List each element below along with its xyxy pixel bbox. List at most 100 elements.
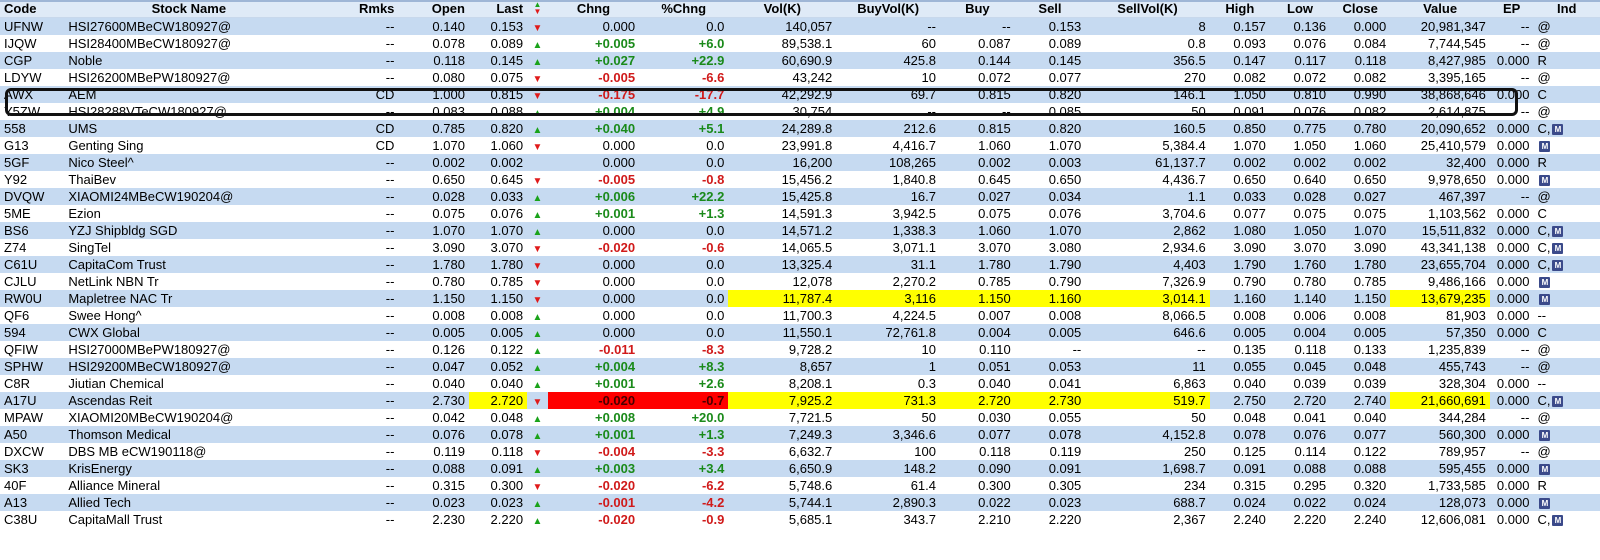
cell-name[interactable]: HSI28288VTeCW180927@ [64,103,314,120]
col-trend[interactable]: ▲ ▼ [527,0,548,18]
table-row[interactable]: 5GF Nico Steel^ -- 0.002 0.002 0.000 0.0 16,200… [0,154,1600,171]
cell-code[interactable]: AWX [0,86,65,103]
table-row[interactable]: Z74 SingTel -- 3.090 3.070 ▼ -0.020 -0.6 14,065.… [0,239,1600,256]
cell-code[interactable]: A17U [0,392,65,409]
table-row[interactable]: MPAW XIAOMI20MBeCW190204@ -- 0.042 0.048 ▲ +0.… [0,409,1600,426]
col-low[interactable]: Low [1269,0,1331,18]
cell-name[interactable]: Alliance Mineral [64,477,314,494]
cell-name[interactable]: Noble [64,52,314,69]
cell-code[interactable]: Z74 [0,239,65,256]
cell-code[interactable]: A50 [0,426,65,443]
cell-code[interactable]: 5GF [0,154,65,171]
cell-name[interactable]: Swee Hong^ [64,307,314,324]
cell-code[interactable]: SPHW [0,358,65,375]
table-row[interactable]: 558 UMS CD 0.785 0.820 ▲ +0.040 +5.1 24,289.8 212… [0,120,1600,137]
cell-name[interactable]: Thomson Medical [64,426,314,443]
cell-name[interactable]: CWX Global [64,324,314,341]
table-row[interactable]: 594 CWX Global -- 0.005 0.005 ▲ 0.000 0.0 11,550… [0,324,1600,341]
margin-icon[interactable]: M [1539,294,1551,306]
cell-code[interactable]: LDYW [0,69,65,86]
margin-icon[interactable]: M [1539,430,1551,442]
margin-icon[interactable]: M [1552,396,1564,408]
table-row[interactable]: A13 Allied Tech -- 0.023 0.023 ▲ -0.001 -4.2 5,7… [0,494,1600,511]
cell-name[interactable]: Genting Sing [64,137,314,154]
cell-code[interactable]: IJQW [0,35,65,52]
cell-code[interactable]: C8R [0,375,65,392]
col-close[interactable]: Close [1330,0,1391,18]
table-row[interactable]: BS6 YZJ Shipbldg SGD -- 1.070 1.070 ▲ 0.000 0.0… [0,222,1600,239]
cell-code[interactable]: Y92 [0,171,65,188]
cell-code[interactable]: G13 [0,137,65,154]
table-row[interactable]: A17U Ascendas Reit -- 2.730 2.720 ▼ -0.020 -0.7… [0,392,1600,409]
margin-icon[interactable]: M [1539,498,1551,510]
cell-name[interactable]: KrisEnergy [64,460,314,477]
cell-name[interactable]: CapitaMall Trust [64,511,314,528]
col-sellvol[interactable]: SellVol(K) [1085,0,1210,18]
table-row[interactable]: QF6 Swee Hong^ -- 0.008 0.008 ▲ 0.000 0.0 11,700… [0,307,1600,324]
cell-code[interactable]: CGP [0,52,65,69]
col-sell[interactable]: Sell [1014,0,1086,18]
col-ep[interactable]: EP [1489,0,1534,18]
table-row[interactable]: IJQW HSI28400MBeCW180927@ -- 0.078 0.089 ▲ +0.… [0,35,1600,52]
table-row[interactable]: LDYW HSI26200MBePW180927@ -- 0.080 0.075 ▼ -0.… [0,69,1600,86]
cell-code[interactable]: QFIW [0,341,65,358]
cell-name[interactable]: YZJ Shipbldg SGD [64,222,314,239]
cell-name[interactable]: CapitaCom Trust [64,256,314,273]
cell-name[interactable]: HSI27000MBePW180927@ [64,341,314,358]
table-row[interactable]: Y92 ThaiBev -- 0.650 0.645 ▼ -0.005 -0.8 15,456.… [0,171,1600,188]
margin-icon[interactable]: M [1539,277,1551,289]
col-high[interactable]: High [1209,0,1270,18]
cell-code[interactable]: A13 [0,494,65,511]
cell-name[interactable]: SingTel [64,239,314,256]
col-chng[interactable]: Chng [547,0,640,18]
cell-name[interactable]: XIAOMI24MBeCW190204@ [64,188,314,205]
table-row[interactable]: G13 Genting Sing CD 1.070 1.060 ▼ 0.000 0.0 23,9… [0,137,1600,154]
col-stock-name[interactable]: Stock Name [64,0,314,18]
col-buyvol[interactable]: BuyVol(K) [836,0,940,18]
cell-code[interactable]: 5ME [0,205,65,222]
cell-name[interactable]: HSI27600MBeCW180927@ [64,17,314,35]
cell-name[interactable]: DBS MB eCW190118@ [64,443,314,460]
cell-name[interactable]: Jiutian Chemical [64,375,314,392]
col-value[interactable]: Value [1390,0,1490,18]
col-pchng[interactable]: %Chng [639,0,729,18]
col-last[interactable]: Last [468,0,528,18]
cell-code[interactable]: Y5ZW [0,103,65,120]
table-row[interactable]: C61U CapitaCom Trust -- 1.780 1.780 ▼ 0.000 0.0… [0,256,1600,273]
col-rmks[interactable]: Rmks [313,0,399,18]
margin-icon[interactable]: M [1552,243,1564,255]
col-ind[interactable]: Ind [1533,0,1600,18]
table-row[interactable]: A50 Thomson Medical -- 0.076 0.078 ▲ +0.001 +1.… [0,426,1600,443]
cell-code[interactable]: C61U [0,256,65,273]
margin-icon[interactable]: M [1552,260,1564,272]
margin-icon[interactable]: M [1539,464,1551,476]
cell-name[interactable]: HSI26200MBePW180927@ [64,69,314,86]
margin-icon[interactable]: M [1552,515,1564,527]
col-code[interactable]: Code [0,0,65,18]
cell-code[interactable]: 40F [0,477,65,494]
cell-name[interactable]: NetLink NBN Tr [64,273,314,290]
table-row[interactable]: Y5ZW HSI28288VTeCW180927@ -- 0.083 0.088 ▲ +0.… [0,103,1600,120]
cell-name[interactable]: Nico Steel^ [64,154,314,171]
cell-name[interactable]: Ascendas Reit [64,392,314,409]
table-row[interactable]: 5ME Ezion -- 0.075 0.076 ▲ +0.001 +1.3 14,591.3 3… [0,205,1600,222]
cell-code[interactable]: C38U [0,511,65,528]
col-vol[interactable]: Vol(K) [728,0,837,18]
cell-name[interactable]: UMS [64,120,314,137]
margin-icon[interactable]: M [1539,175,1551,187]
cell-name[interactable]: XIAOMI20MBeCW190204@ [64,409,314,426]
cell-name[interactable]: Ezion [64,205,314,222]
cell-code[interactable]: UFNW [0,17,65,35]
cell-name[interactable]: Mapletree NAC Tr [64,290,314,307]
table-row[interactable]: C38U CapitaMall Trust -- 2.230 2.220 ▲ -0.020-… [0,511,1600,528]
cell-code[interactable]: MPAW [0,409,65,426]
table-row[interactable]: RW0U Mapletree NAC Tr -- 1.150 1.150 ▼ 0.000 0.… [0,290,1600,307]
cell-code[interactable]: CJLU [0,273,65,290]
cell-code[interactable]: 594 [0,324,65,341]
cell-code[interactable]: DXCW [0,443,65,460]
cell-code[interactable]: RW0U [0,290,65,307]
table-row[interactable]: C8R Jiutian Chemical -- 0.040 0.040 ▲ +0.001 +2… [0,375,1600,392]
cell-name[interactable]: HSI28400MBeCW180927@ [64,35,314,52]
cell-code[interactable]: BS6 [0,222,65,239]
margin-icon[interactable]: M [1539,141,1551,153]
